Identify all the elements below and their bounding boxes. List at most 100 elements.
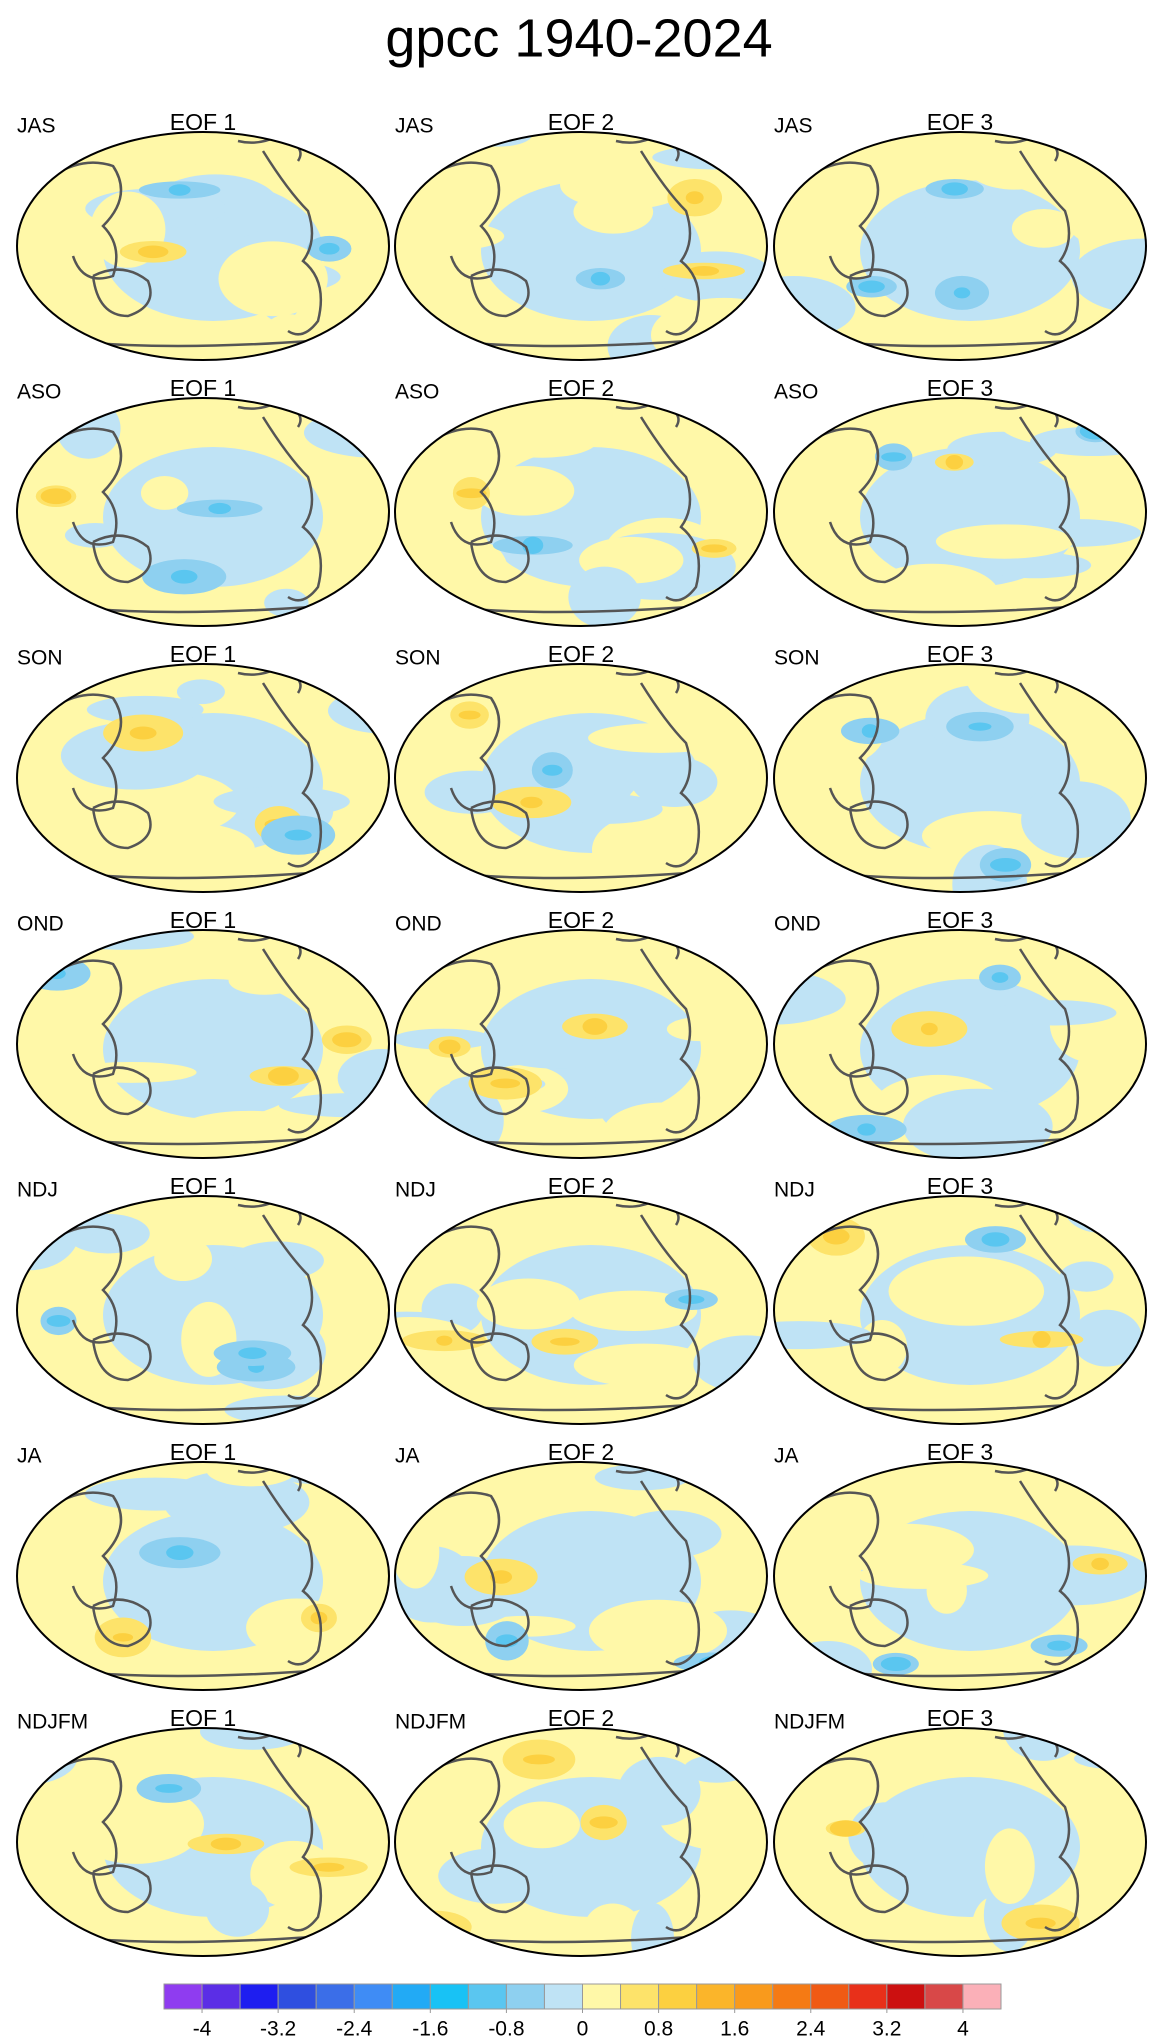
colorbar-box [810, 1983, 850, 2010]
eof-label: EOF 2 [548, 1173, 614, 1199]
eof-label: EOF 2 [548, 907, 614, 933]
field-blob [857, 1319, 908, 1374]
coastline [261, 416, 323, 602]
map-panel: JA EOF 3 [773, 1439, 1147, 1691]
map-panel: NDJ EOF 1 [16, 1173, 390, 1425]
field-blob [155, 1783, 183, 1793]
colorbar-tick-label: -2.4 [336, 2018, 373, 2041]
field-blob [1011, 209, 1076, 248]
field-blob [822, 1228, 850, 1245]
colorbar-box [886, 1983, 926, 2010]
field-blob [582, 1018, 608, 1035]
field-blob [964, 136, 1064, 190]
colorbar-tick-label: 0 [577, 2018, 589, 2041]
map-outline [394, 663, 768, 893]
coastline [848, 1864, 909, 1914]
coastline [261, 1480, 323, 1666]
field-blob [774, 1375, 857, 1424]
field-blob [154, 1236, 213, 1282]
coastline [469, 1598, 530, 1648]
season-label: OND [17, 913, 64, 936]
field-blob [554, 794, 663, 824]
field-blob [774, 521, 839, 590]
map-outline [16, 131, 390, 361]
field-blob [685, 191, 704, 205]
field-blob [17, 1911, 119, 1941]
field-blob [332, 1032, 362, 1048]
field-blob [935, 524, 1074, 559]
field-blob [981, 1232, 1010, 1247]
coastline [848, 534, 909, 584]
coastline [52, 1757, 123, 1876]
coastline [261, 1214, 323, 1400]
coastline [1018, 948, 1080, 1134]
colorbar-box [658, 1983, 698, 2010]
season-label: NDJ [395, 1179, 436, 1202]
coastline [91, 1066, 152, 1116]
field-blob [888, 1256, 1045, 1326]
coastline [809, 1225, 880, 1344]
field-blob [520, 796, 543, 809]
map-outline [773, 1727, 1147, 1957]
season-label: OND [395, 913, 442, 936]
field-blob [864, 563, 1000, 626]
field-blob [857, 1123, 876, 1136]
coastline [639, 1746, 701, 1932]
field-blob [129, 726, 157, 740]
map-panel: SON EOF 2 [394, 641, 768, 893]
map-outline [394, 1727, 768, 1957]
map-panel: NDJFM EOF 1 [16, 1705, 390, 1957]
map-outline [773, 929, 1147, 1159]
colorbar-box [315, 1983, 355, 2010]
field-blob [631, 757, 718, 808]
map-panel: NDJFM EOF 2 [394, 1705, 768, 1957]
field-blob [829, 1820, 862, 1837]
coastline [809, 1491, 880, 1610]
coastline [848, 1598, 909, 1648]
field-blob [112, 1633, 134, 1642]
coastline [52, 427, 123, 546]
field-blob [979, 552, 1092, 579]
field-blob [170, 569, 198, 584]
colorbar-box [848, 1983, 888, 2010]
map-outline [16, 663, 390, 893]
eof-label: EOF 3 [927, 641, 993, 667]
field-blob [774, 143, 862, 172]
field-blob [1071, 1309, 1142, 1367]
field-blob [438, 1039, 461, 1055]
field-blob [276, 1608, 389, 1635]
coastline [809, 1757, 880, 1876]
field-blob [1064, 1196, 1137, 1233]
field-blob [486, 423, 598, 458]
field-blob [861, 724, 879, 738]
field-blob [228, 966, 302, 995]
colorbar-box [543, 1983, 583, 2010]
field-blob [312, 1862, 345, 1872]
field-blob [945, 455, 964, 470]
coastline [639, 682, 701, 868]
field-blob [701, 544, 728, 553]
field-blob [462, 132, 533, 147]
field-blob [490, 1570, 513, 1584]
field-blob [490, 1078, 521, 1089]
coastline [469, 1332, 530, 1382]
field-blob [84, 1477, 227, 1511]
field-blob [395, 1910, 472, 1944]
field-blob [1059, 1261, 1114, 1292]
eof-label: EOF 2 [548, 1439, 614, 1465]
colorbar-tick-label: 2.4 [796, 2018, 826, 2041]
field-blob [474, 465, 575, 516]
field-blob [168, 184, 191, 196]
map-outline [16, 1195, 390, 1425]
field-blob [589, 1816, 618, 1829]
coastline [91, 534, 152, 584]
coastline [91, 1332, 152, 1382]
coastline [91, 1864, 152, 1914]
coastline [639, 150, 701, 336]
field-blob [231, 1241, 324, 1280]
season-label: JA [395, 1445, 420, 1468]
coastline [639, 416, 701, 602]
colorbar-box [239, 1983, 279, 2010]
field-blob [395, 133, 532, 167]
field-blob [984, 1828, 1035, 1905]
